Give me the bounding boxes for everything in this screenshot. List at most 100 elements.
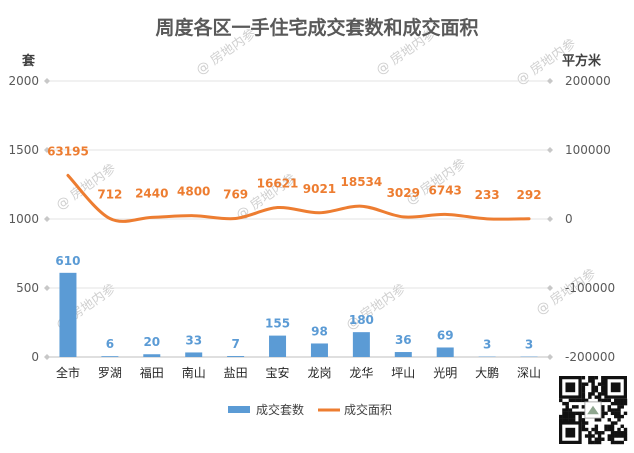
qr-module: [565, 402, 568, 405]
y-right-tick-marker: [547, 354, 553, 360]
qr-module: [614, 441, 617, 444]
qr-module: [588, 434, 591, 437]
qr-module: [608, 434, 611, 437]
qr-module: [582, 425, 585, 428]
qr-module: [575, 412, 578, 415]
x-category-label: 罗湖: [98, 365, 122, 380]
bar: [353, 332, 370, 357]
qr-module: [559, 415, 562, 418]
y-left-tick-label: 1500: [8, 143, 39, 157]
qr-module: [621, 399, 624, 402]
qr-module: [595, 441, 598, 444]
qr-module: [575, 399, 578, 402]
qr-module: [611, 438, 614, 441]
y-right-tick-label: 100000: [565, 143, 611, 157]
qr-code-image: [557, 374, 629, 446]
line-data-label: 63195: [47, 144, 89, 158]
bar: [101, 356, 118, 357]
qr-module: [621, 434, 624, 437]
qr-module: [624, 399, 627, 402]
line-data-label: 292: [517, 188, 542, 202]
qr-module: [617, 428, 620, 431]
qr-module: [598, 441, 601, 444]
qr-module: [585, 434, 588, 437]
x-category-label: 福田: [140, 365, 164, 380]
qr-module: [591, 428, 594, 431]
bar-data-label: 155: [265, 317, 290, 331]
qr-module: [614, 415, 617, 418]
qr-module: [595, 389, 598, 392]
qr-module: [614, 402, 617, 405]
qr-module: [569, 412, 572, 415]
legend-label-line: 成交面积: [344, 402, 392, 417]
qr-module: [601, 386, 604, 389]
qr-module: [562, 402, 565, 405]
qr-module: [591, 392, 594, 395]
y-right-tick-marker: [547, 285, 553, 291]
bar: [311, 343, 328, 357]
qr-module: [591, 389, 594, 392]
qr-module: [588, 441, 591, 444]
qr-module: [595, 386, 598, 389]
qr-module: [562, 415, 565, 418]
bar-data-label: 3: [525, 338, 533, 352]
y-right-tick-label: -200000: [565, 350, 615, 364]
qr-module: [611, 434, 614, 437]
qr-module: [582, 389, 585, 392]
qr-module: [601, 415, 604, 418]
y-left-tick-marker: [44, 354, 50, 360]
qr-module: [569, 408, 572, 411]
qr-module: [598, 418, 601, 421]
qr-module: [601, 382, 604, 385]
qr-module: [598, 392, 601, 395]
bar: [143, 354, 160, 357]
watermark-text: @ 房地内参: [403, 156, 469, 209]
qr-module: [595, 428, 598, 431]
qr-module: [578, 415, 581, 418]
x-axis-categories: 全市罗湖福田南山盐田宝安龙岗龙华坪山光明大鹏深山: [56, 365, 541, 380]
qr-module: [572, 415, 575, 418]
x-category-label: 宝安: [266, 365, 290, 380]
qr-module: [617, 412, 620, 415]
qr-finder: [565, 428, 575, 438]
x-category-label: 光明: [433, 366, 457, 380]
qr-module: [591, 434, 594, 437]
qr-module: [578, 412, 581, 415]
qr-module: [572, 412, 575, 415]
qr-module: [601, 408, 604, 411]
x-category-label: 盐田: [224, 366, 248, 380]
y-left-tick-label: 2000: [8, 74, 39, 88]
bar-data-label: 36: [395, 333, 412, 347]
qr-module: [601, 399, 604, 402]
qr-module: [601, 379, 604, 382]
qr-module: [595, 418, 598, 421]
qr-module: [578, 399, 581, 402]
bar-data-label: 6: [106, 337, 114, 351]
qr-module: [588, 438, 591, 441]
bar: [269, 336, 286, 357]
x-category-label: 南山: [182, 365, 206, 380]
bar-data-label: 610: [55, 254, 80, 268]
qr-module: [588, 376, 591, 379]
qr-module: [608, 418, 611, 421]
y-left-tick-label: 500: [16, 281, 39, 295]
legend: 成交套数 成交面积: [228, 402, 392, 417]
qr-module: [598, 382, 601, 385]
qr-module: [585, 421, 588, 424]
bar-data-label: 98: [311, 324, 328, 338]
qr-module: [595, 395, 598, 398]
line-data-label: 4800: [177, 185, 210, 199]
qr-module: [565, 405, 568, 408]
qr-module: [611, 428, 614, 431]
x-category-label: 全市: [56, 365, 80, 380]
x-category-label: 龙华: [349, 366, 373, 380]
qr-module: [624, 434, 627, 437]
qr-module: [582, 395, 585, 398]
qr-module: [565, 408, 568, 411]
qr-module: [562, 412, 565, 415]
